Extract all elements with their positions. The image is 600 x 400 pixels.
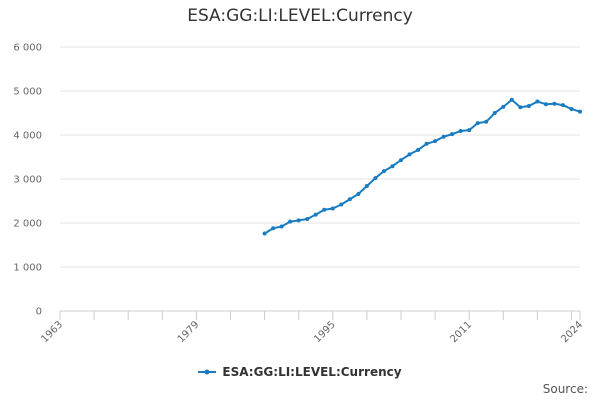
data-point (416, 147, 421, 152)
y-tick-label: 5 000 (13, 87, 42, 98)
legend[interactable]: ESA:GG:LI:LEVEL:Currency (0, 365, 600, 380)
data-point (271, 226, 276, 231)
data-point (484, 119, 489, 124)
data-point (475, 121, 480, 126)
legend-swatch (198, 369, 217, 375)
data-point (535, 99, 540, 104)
data-point (339, 202, 344, 207)
y-tick-label: 1 000 (13, 263, 42, 274)
data-point (373, 176, 378, 181)
data-point (330, 206, 335, 211)
data-point (356, 191, 361, 196)
data-point (407, 152, 412, 157)
x-tick-label: 2011 (449, 319, 475, 345)
x-tick-label: 1995 (312, 319, 338, 345)
series-line (264, 98, 581, 235)
data-point (322, 207, 327, 212)
data-point (381, 169, 386, 174)
y-tick-label: 6 000 (13, 43, 42, 54)
y-tick-label: 4 000 (13, 131, 42, 142)
axes: 0 1 000 2 000 3 000 4 000 5 000 6 000 1963 1979 1… (13, 43, 585, 346)
data-point (279, 224, 284, 229)
y-tick-label: 3 000 (13, 175, 42, 186)
data-point (424, 141, 429, 146)
x-tick-label: 2024 (559, 319, 585, 345)
data-point (441, 134, 446, 139)
y-tick-label: 0 (36, 307, 42, 318)
grid-lines (60, 46, 580, 312)
data-point (398, 158, 403, 163)
data-point (509, 97, 514, 102)
data-point (313, 212, 318, 217)
data-point (347, 197, 352, 202)
x-tick-label: 1979 (176, 319, 202, 345)
y-tick-label: 2 000 (13, 219, 42, 230)
data-point (458, 129, 463, 134)
x-tick-label: 1963 (39, 319, 65, 345)
data-point (467, 128, 472, 133)
data-point (518, 105, 523, 110)
source-label: Source: (542, 382, 588, 396)
data-point (364, 184, 369, 189)
chart-title: ESA:GG:LI:LEVEL:Currency (187, 6, 413, 26)
data-point (433, 139, 438, 144)
data-point (305, 217, 310, 222)
data-point (569, 107, 574, 112)
data-point (288, 219, 293, 224)
data-point (296, 218, 301, 223)
data-point (492, 111, 497, 115)
legend-label: ESA:GG:LI:LEVEL:Currency (222, 365, 402, 379)
data-point (578, 109, 582, 114)
data-point (560, 103, 565, 108)
data-point (390, 164, 395, 169)
data-point (526, 103, 531, 108)
series-layer (262, 97, 582, 236)
data-point (552, 101, 557, 106)
data-point (501, 104, 506, 109)
data-point (543, 102, 548, 107)
data-point (450, 132, 455, 137)
data-point (262, 231, 267, 236)
